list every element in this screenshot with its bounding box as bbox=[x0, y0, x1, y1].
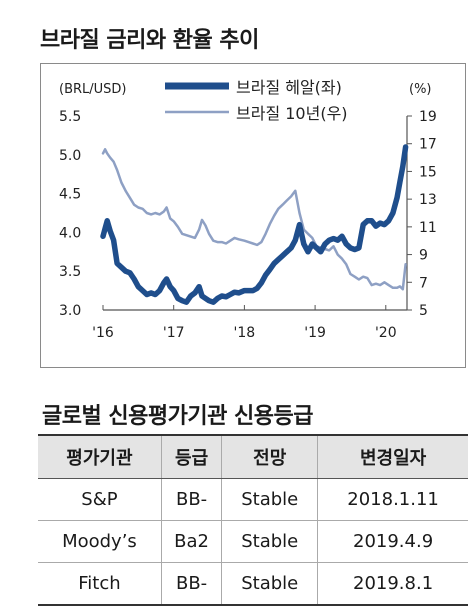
table-row: Moody’s Ba2 Stable 2019.4.9 bbox=[38, 520, 468, 563]
right-tick-label: 13 bbox=[419, 192, 437, 208]
cell-rating: Ba2 bbox=[160, 520, 222, 563]
credit-rating-table: 평가기관 등급 전망 변경일자 S&P BB- Stable 2018.1.11… bbox=[38, 434, 468, 606]
x-tick-label: '19 bbox=[304, 325, 326, 341]
right-tick-label: 5 bbox=[419, 303, 428, 319]
right-tick-label: 19 bbox=[419, 109, 437, 125]
cell-outlook: Stable bbox=[221, 562, 318, 606]
chart-panel: (BRL/USD) (%) 브라질 헤알(좌) 브라질 10년(우) 5.5 5.… bbox=[40, 63, 466, 368]
header-change-date: 변경일자 bbox=[317, 434, 468, 479]
right-axis-unit: (%) bbox=[409, 82, 432, 97]
table-row: S&P BB- Stable 2018.1.11 bbox=[38, 478, 468, 521]
header-rating: 등급 bbox=[160, 434, 222, 479]
chart-title: 브라질 금리와 환율 추이 bbox=[40, 28, 259, 53]
right-tick-label: 17 bbox=[419, 137, 437, 153]
cell-rating: BB- bbox=[160, 478, 222, 521]
x-tick-label: '20 bbox=[375, 325, 397, 341]
right-tick-label: 9 bbox=[419, 248, 428, 264]
table-title: 글로벌 신용평가기관 신용등급 bbox=[42, 404, 313, 429]
table-header-row: 평가기관 등급 전망 변경일자 bbox=[38, 434, 468, 479]
table-row: Fitch BB- Stable 2019.8.1 bbox=[38, 562, 468, 606]
header-outlook: 전망 bbox=[221, 434, 318, 479]
cell-date: 2018.1.11 bbox=[317, 478, 468, 521]
left-tick-label: 3.0 bbox=[59, 303, 81, 319]
right-tick-label: 11 bbox=[419, 220, 437, 236]
cell-outlook: Stable bbox=[221, 520, 318, 563]
x-tick-label: '17 bbox=[163, 325, 185, 341]
header-agency: 평가기관 bbox=[38, 434, 162, 479]
series-line-bond bbox=[101, 148, 407, 291]
cell-date: 2019.4.9 bbox=[317, 520, 468, 563]
left-tick-label: 4.0 bbox=[59, 225, 81, 241]
right-tick-label: 7 bbox=[419, 275, 428, 291]
left-tick-label: 5.5 bbox=[59, 109, 81, 125]
left-axis-unit: (BRL/USD) bbox=[59, 82, 127, 97]
cell-outlook: Stable bbox=[221, 478, 318, 521]
right-tick-label: 15 bbox=[419, 164, 437, 180]
legend-label-fx: 브라질 헤알(좌) bbox=[236, 78, 342, 97]
cell-agency: Fitch bbox=[38, 562, 162, 606]
legend-label-bond: 브라질 10년(우) bbox=[236, 104, 348, 123]
left-tick-label: 4.5 bbox=[59, 187, 81, 203]
cell-agency: S&P bbox=[38, 478, 162, 521]
series-line-fx bbox=[100, 144, 409, 305]
line-chart: (BRL/USD) (%) 브라질 헤알(좌) 브라질 10년(우) 5.5 5.… bbox=[59, 78, 437, 341]
cell-rating: BB- bbox=[160, 562, 222, 606]
left-tick-label: 3.5 bbox=[59, 264, 81, 280]
x-tick-label: '16 bbox=[92, 325, 114, 341]
left-tick-label: 5.0 bbox=[59, 148, 81, 164]
cell-date: 2019.8.1 bbox=[317, 562, 468, 606]
x-tick-label: '18 bbox=[234, 325, 256, 341]
cell-agency: Moody’s bbox=[38, 520, 162, 563]
